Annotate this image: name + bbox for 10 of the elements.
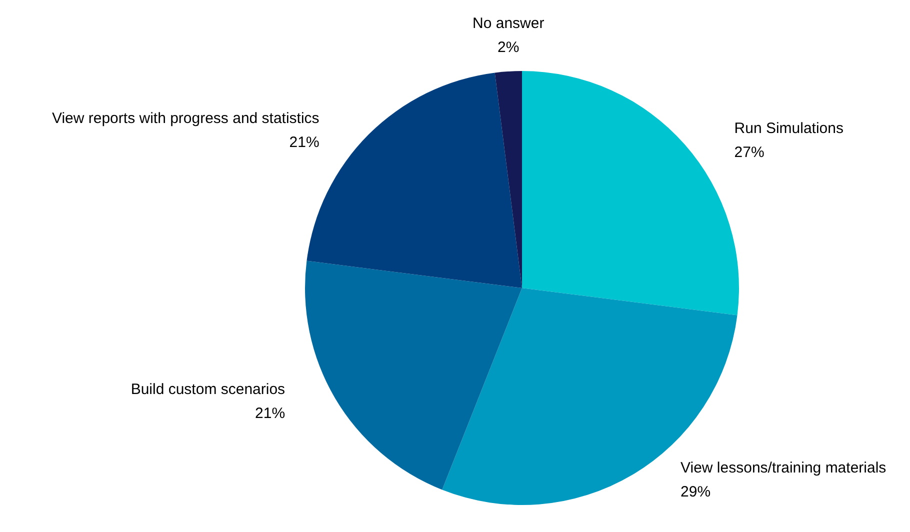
slice-label: Run Simulations [734,120,844,138]
data-label: 27% [734,144,764,162]
slice-label: No answer [472,14,544,32]
slice-label: View lessons/training materials [680,459,886,476]
data-label: 21% [255,405,286,422]
data-label: 29% [680,483,711,500]
data-label: 21% [289,134,320,151]
data-label: 2% [498,38,520,56]
slice-label: View reports with progress and statistics [52,110,320,127]
slice-label: Build custom scenarios [130,381,286,398]
